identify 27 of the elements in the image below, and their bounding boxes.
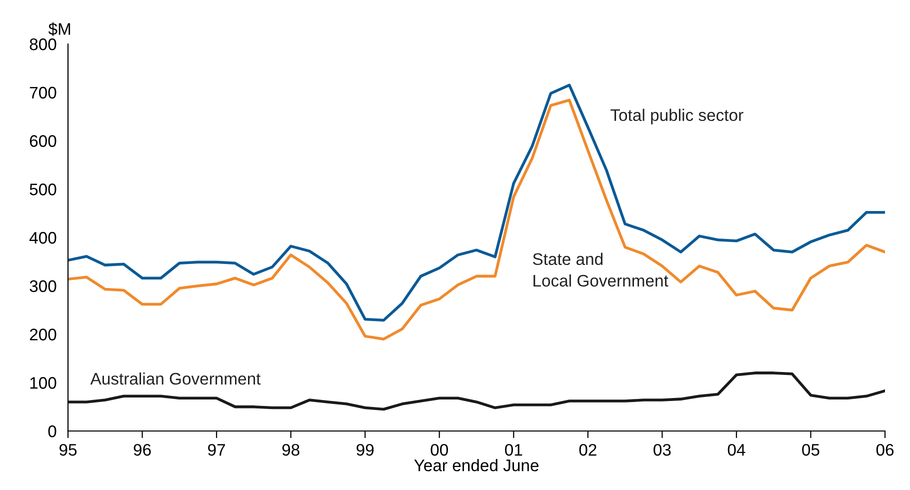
- x-tick-label: 04: [728, 444, 746, 456]
- x-tick-label: 01: [505, 444, 522, 456]
- y-tick-label: 200: [30, 328, 56, 340]
- x-tick-label: 03: [654, 444, 671, 456]
- x-tick-label: 00: [430, 444, 448, 456]
- x-tick-label: 02: [579, 444, 596, 456]
- x-tick-label: 99: [356, 444, 374, 456]
- x-tick-label: 96: [134, 444, 151, 456]
- x-tick-label: 98: [282, 444, 300, 456]
- x-axis-title: Year ended June: [414, 459, 538, 472]
- y-tick-label: 500: [30, 184, 56, 196]
- series-label: Total public sector: [610, 108, 744, 124]
- y-tick-label: 0: [48, 425, 56, 438]
- series-label: State and Local Government: [532, 252, 668, 287]
- y-tick-label: 800: [30, 38, 56, 50]
- line-series: [68, 372, 885, 411]
- x-tick-label: 95: [60, 444, 77, 456]
- y-tick-label: 700: [30, 86, 56, 99]
- y-tick-label: 300: [30, 280, 56, 292]
- y-tick-label: 400: [29, 232, 56, 244]
- x-tick-label: 05: [802, 444, 820, 456]
- y-tick-label: 600: [30, 135, 56, 147]
- series-label: Australian Government: [90, 372, 261, 385]
- x-tick-label: 06: [876, 444, 894, 456]
- y-tick-label: 100: [30, 377, 56, 389]
- x-tick-label: 97: [208, 444, 225, 456]
- y-axis-title: $M: [48, 22, 70, 36]
